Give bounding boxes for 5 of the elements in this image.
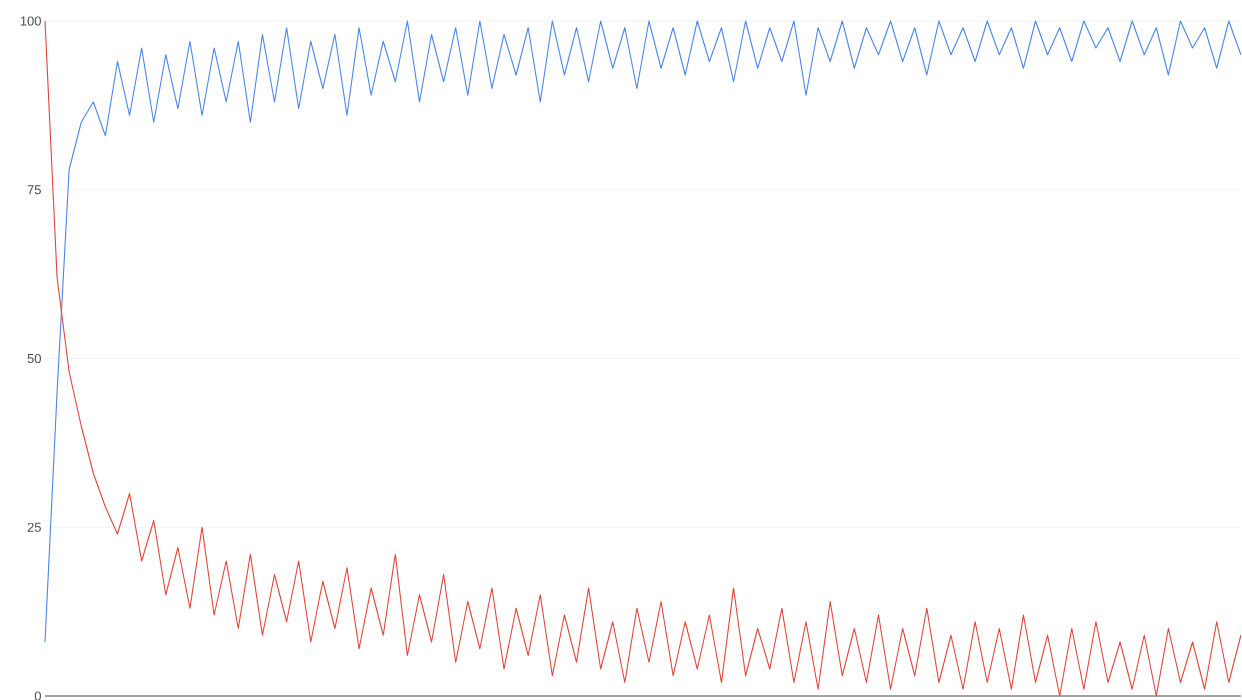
y-tick-label: 25 xyxy=(27,522,41,532)
y-tick-label: 100 xyxy=(20,16,41,26)
y-tick-label: 0 xyxy=(34,691,41,700)
y-tick-label: 50 xyxy=(27,353,41,364)
y-tick-label: 75 xyxy=(27,185,41,195)
